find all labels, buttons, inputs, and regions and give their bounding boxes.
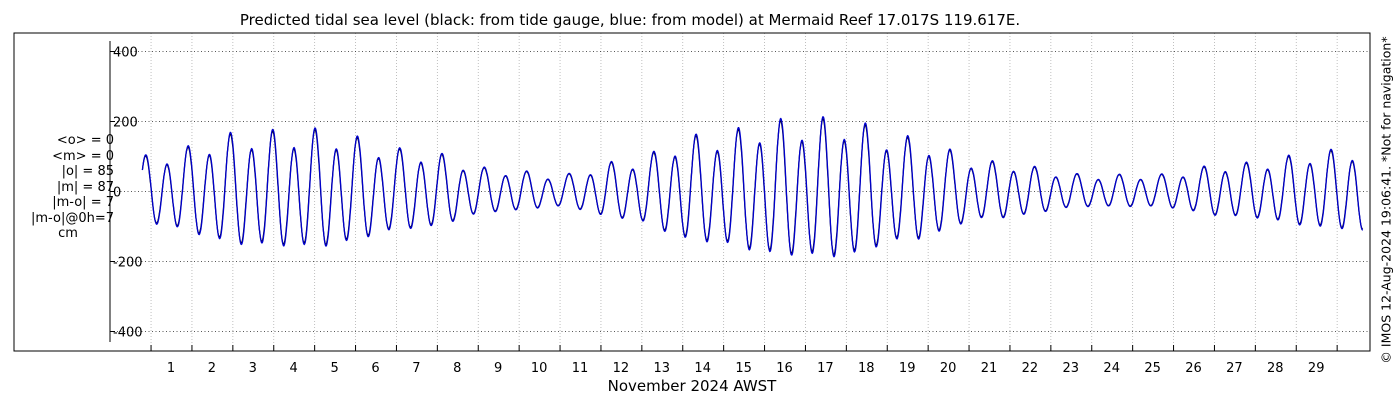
x-tick-label: 1 (167, 361, 175, 376)
x-tick-label: 7 (412, 361, 420, 376)
stat-abs-model: |m| = 87 (56, 179, 114, 195)
series-line-model (141, 115, 1363, 258)
x-axis: 1 2 3 4 5 6 7 8 9 10 11 12 13 14 15 16 17 18 19 20 21 22 23 24 2… (150, 345, 1338, 376)
x-tick-label: 5 (330, 361, 338, 376)
x-tick-label: 19 (899, 361, 916, 376)
y-tick-label: 200 (113, 116, 138, 131)
y-tick-label: 0 (113, 186, 121, 201)
x-tick-label: 15 (735, 361, 752, 376)
copyright-notice: © IMOS 12-Aug-2024 19:06:41. *Not for na… (1378, 36, 1394, 364)
x-axis-label: November 2024 AWST (608, 377, 778, 395)
x-tick-label: 2 (208, 361, 216, 376)
x-tick-label: 27 (1226, 361, 1243, 376)
y-tick-label: -200 (113, 256, 143, 271)
x-tick-label: 9 (494, 361, 502, 376)
x-tick-label: 6 (371, 361, 379, 376)
x-tick-label: 12 (613, 361, 630, 376)
x-tick-label: 21 (981, 361, 998, 376)
stat-abs-observed: |o| = 85 (61, 164, 114, 179)
y-axis: 400 200 0 -200 -400 (109, 41, 143, 342)
chart-title: Predicted tidal sea level (black: from t… (240, 11, 1020, 29)
stat-mean-observed: <o> = 0 (56, 133, 114, 148)
x-tick-label: 4 (290, 361, 298, 376)
statistics-panel: <o> = 0 <m> = 0 |o| = 85 |m| = 87 |m-o| … (14, 133, 114, 242)
x-tick-label: 16 (776, 361, 793, 376)
x-tick-label: 22 (1022, 361, 1039, 376)
stat-mean-model: <m> = 0 (52, 148, 114, 164)
x-tick-label: 29 (1308, 361, 1325, 376)
x-tick-label: 23 (1063, 361, 1080, 376)
stat-abs-diff-0h: |m-o|@0h=7 (31, 210, 114, 226)
x-tick-label: 28 (1267, 361, 1284, 376)
x-tick-label: 24 (1103, 361, 1120, 376)
x-tick-label: 13 (654, 361, 671, 376)
x-tick-label: 14 (694, 361, 711, 376)
plot-frame (13, 32, 1371, 352)
x-tick-label: 18 (858, 361, 875, 376)
x-tick-label: 3 (249, 361, 257, 376)
x-tick-label: 26 (1185, 361, 1202, 376)
stat-unit: cm (58, 226, 78, 241)
x-tick-label: 10 (531, 361, 548, 376)
x-tick-label: 25 (1144, 361, 1161, 376)
x-tick-label: 11 (572, 361, 589, 376)
y-tick-label: -400 (113, 326, 143, 341)
x-tick-label: 17 (817, 361, 834, 376)
x-tick-label: 8 (453, 361, 461, 376)
stat-abs-diff: |m-o| = 7 (52, 195, 114, 210)
x-tick-label: 20 (940, 361, 957, 376)
y-tick-label: 400 (113, 46, 138, 61)
